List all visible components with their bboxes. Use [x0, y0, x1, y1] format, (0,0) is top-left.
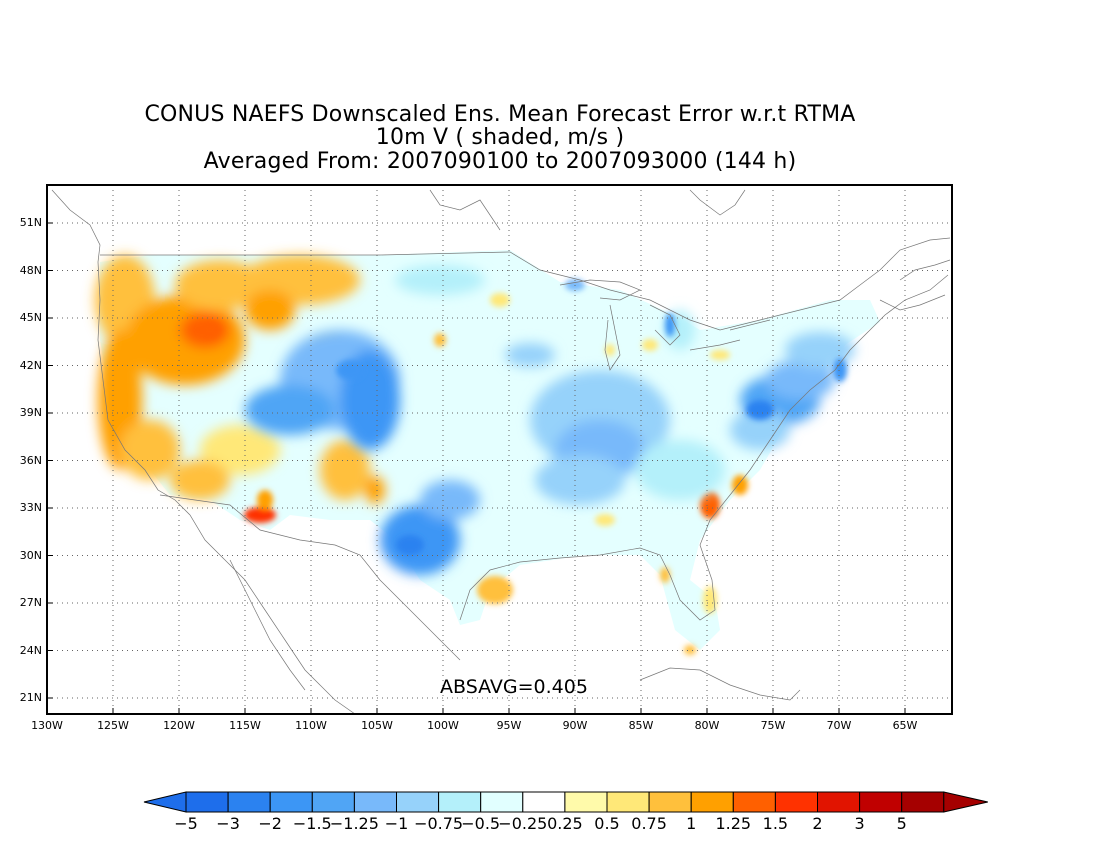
- lat-label: 39N: [19, 406, 42, 419]
- map-title-line2: 10m V ( shaded, m/s ): [375, 125, 625, 150]
- colorbar-swatch: [732, 791, 776, 813]
- colorbar-label: 0.75: [631, 814, 667, 833]
- colorbar-swatch: [522, 791, 566, 813]
- colorbar-swatch: [438, 791, 482, 813]
- absavg-label: ABSAVG=0.405: [440, 676, 588, 698]
- grid-lines: [47, 185, 952, 714]
- colorbar-swatch: [859, 791, 903, 813]
- map-title-line1: CONUS NAEFS Downscaled Ens. Mean Forecas…: [144, 102, 856, 127]
- colorbar-arrow-left: [143, 791, 187, 813]
- lon-label: 130W: [31, 719, 63, 732]
- colorbar-label: −0.5: [461, 814, 501, 833]
- hot-spots: [200, 293, 748, 655]
- lat-label: 48N: [19, 263, 42, 277]
- lon-label: 95W: [496, 719, 522, 732]
- hudson-area: [429, 189, 746, 231]
- pacific-coast: [51, 189, 356, 714]
- colorbar-swatch: [269, 791, 313, 813]
- coastlines: [51, 189, 951, 714]
- atlantic-coast: [699, 274, 949, 546]
- colorbar-label: −1: [384, 814, 409, 833]
- colorbar-swatch: [185, 791, 229, 813]
- map-frame: [46, 184, 953, 715]
- colorbar-arrow-right: [943, 791, 988, 813]
- colorbar-label: 5: [896, 814, 907, 833]
- lon-label: 70W: [826, 719, 852, 732]
- colorbar-swatch: [564, 791, 608, 813]
- colorbar-label: 3: [854, 814, 865, 833]
- lon-label: 75W: [760, 719, 786, 732]
- cuba: [639, 667, 801, 701]
- colorbar-label: 1.25: [715, 814, 752, 833]
- colorbar-label: −2: [258, 814, 282, 833]
- cool-patches: [245, 265, 855, 575]
- canada-border: [100, 237, 951, 331]
- lon-label: 85W: [628, 719, 654, 732]
- colorbar: [143, 791, 988, 813]
- colorbar-label: −1.5: [292, 814, 332, 833]
- lon-label: 65W: [892, 719, 918, 732]
- lon-label: 100W: [427, 719, 459, 732]
- colorbar-swatch: [606, 791, 650, 813]
- shaded-field: [95, 250, 880, 655]
- lon-label: 105W: [361, 719, 393, 732]
- lon-label: 115W: [229, 719, 261, 732]
- colorbar-swatch: [648, 791, 692, 813]
- map-title-line3: Averaged From: 2007090100 to 2007093000 …: [203, 149, 797, 174]
- lon-label: 120W: [163, 719, 195, 732]
- colorbar-label: 1: [686, 814, 697, 833]
- lon-label: 80W: [694, 719, 720, 732]
- colorbar-label: −0.75: [414, 814, 464, 833]
- lat-label: 21N: [19, 691, 42, 704]
- lat-label: 24N: [19, 643, 42, 657]
- colorbar-label: 0.5: [594, 814, 620, 833]
- colorbar-swatch: [227, 791, 271, 813]
- lon-label: 110W: [295, 719, 327, 732]
- colorbar-swatch: [817, 791, 861, 813]
- colorbar-label: −5: [174, 814, 198, 833]
- great-lakes: [559, 279, 771, 371]
- colorbar-label: 2: [812, 814, 823, 833]
- colorbar-swatch: [311, 791, 355, 813]
- colorbar-swatch: [690, 791, 734, 813]
- axis-ticks: [46, 222, 906, 714]
- colorbar-swatch: [480, 791, 524, 813]
- colorbar-swatch: [774, 791, 819, 813]
- baja: [229, 559, 306, 691]
- lon-label: 125W: [97, 719, 129, 732]
- nova-scotia: [879, 259, 951, 311]
- lat-label: 42N: [19, 358, 42, 372]
- mexico-border: [159, 494, 461, 661]
- colorbar-swatch: [396, 791, 440, 813]
- warm-patches: [95, 255, 385, 504]
- lon-label: 90W: [562, 719, 588, 732]
- colorbar-label: −3: [216, 814, 240, 833]
- colorbar-swatch: [901, 791, 945, 813]
- colorbar-label: −1.25: [329, 814, 379, 833]
- colorbar-label: −0.25: [498, 814, 548, 833]
- colorbar-label: 1.5: [762, 814, 789, 833]
- colorbar-label: 0.25: [547, 814, 583, 833]
- lat-label: 33N: [19, 501, 42, 514]
- colorbar-swatch: [353, 791, 397, 813]
- lat-label: 30N: [19, 548, 42, 562]
- gulf-coast: [459, 544, 716, 621]
- lat-label: 27N: [19, 596, 42, 609]
- lat-label: 51N: [19, 216, 42, 229]
- lat-label: 45N: [19, 311, 42, 324]
- lat-label: 36N: [19, 453, 42, 467]
